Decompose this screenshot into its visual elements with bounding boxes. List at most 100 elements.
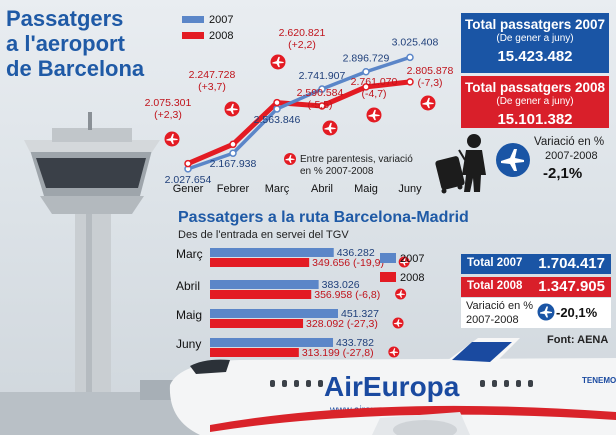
data-label-2008: 2.075.301 bbox=[145, 97, 192, 109]
bar-legend-swatch-2008 bbox=[380, 272, 396, 282]
plane-icon bbox=[270, 54, 286, 70]
point-2007 bbox=[318, 85, 326, 93]
route-variation-label: Variació en % bbox=[466, 300, 534, 312]
note-line-2: en % 2007-2008 bbox=[300, 166, 374, 177]
route-total-2007-label: Total 2007 bbox=[467, 257, 523, 269]
bar-label-2007: 433.782 bbox=[336, 337, 374, 349]
plane-icon bbox=[164, 131, 180, 147]
airline-logo-text: AirEuropa bbox=[324, 371, 460, 402]
data-label-2007: 2.167.938 bbox=[210, 158, 257, 170]
total-2007-box: Total passatgers 2007 (De gener a juny) … bbox=[461, 13, 609, 73]
note-line-1: Entre parentesis, variació bbox=[300, 154, 413, 165]
total-2007-sub: (De gener a juny) bbox=[496, 33, 574, 44]
total-2007-value: 15.423.482 bbox=[497, 48, 573, 65]
series-line-2007 bbox=[187, 55, 411, 171]
category-label: Juny bbox=[176, 337, 201, 351]
bar-plane-icon bbox=[395, 288, 407, 300]
point-2008 bbox=[229, 140, 237, 149]
change-label-2008: (+2,3) bbox=[154, 109, 182, 121]
traveler-with-suitcase-icon bbox=[435, 134, 486, 194]
plane-icon bbox=[224, 101, 240, 117]
bar-label-2008: 356.958 (-6,8) bbox=[314, 289, 380, 301]
main-title-line-2: a l'aeroport bbox=[6, 31, 125, 56]
x-tick-label: Febrer bbox=[217, 183, 250, 195]
route-plane-icon bbox=[537, 303, 555, 321]
change-label-2008: (-4,7) bbox=[361, 88, 386, 100]
route-total-2008-label: Total 2008 bbox=[467, 280, 523, 292]
route-variation-period: 2007-2008 bbox=[466, 314, 519, 326]
route-total-2008-box: Total 2008 1.347.905 bbox=[461, 277, 611, 297]
data-label-2008: 2.805.878 bbox=[407, 65, 454, 77]
category-label: Març bbox=[176, 247, 203, 261]
data-label-2008: 2.590.584 bbox=[297, 87, 344, 99]
source-label: Font: AENA bbox=[547, 334, 609, 346]
total-2007-label: Total passatgers 2007 bbox=[464, 17, 606, 32]
bar-plane-icon bbox=[398, 256, 410, 268]
data-label-2007: 3.025.408 bbox=[392, 36, 439, 48]
route-chart-subtitle: Des de l'entrada en servei del TGV bbox=[178, 229, 349, 241]
variation-value: -2,1% bbox=[543, 165, 583, 182]
data-label-2007: 2.896.729 bbox=[343, 53, 390, 65]
plane-icon bbox=[322, 120, 338, 136]
point-2008 bbox=[406, 78, 414, 86]
x-tick-label: Maig bbox=[354, 183, 378, 195]
legend-label-2008: 2008 bbox=[209, 30, 233, 42]
bar-label-2007: 436.282 bbox=[337, 247, 375, 259]
bar-label-2007: 383.026 bbox=[322, 279, 360, 291]
series-line-2008 bbox=[187, 79, 411, 166]
bar-plane-icon bbox=[392, 317, 404, 329]
bar-label-2008: 328.092 (-27,3) bbox=[306, 318, 378, 330]
bar-2008 bbox=[210, 258, 310, 267]
bar-plane-icon bbox=[388, 346, 400, 358]
variation-label: Variació en % bbox=[534, 136, 605, 148]
airline-slogan: TENEMOS LO C bbox=[582, 376, 616, 385]
legend-label-2007: 2007 bbox=[209, 14, 233, 26]
plane-icon bbox=[366, 107, 382, 123]
point-2007 bbox=[229, 149, 237, 157]
main-title-line-3: de Barcelona bbox=[6, 56, 145, 81]
data-label-2008: 2.761.070 bbox=[351, 76, 398, 88]
total-2008-box: Total passatgers 2008 (De gener a juny) … bbox=[461, 76, 609, 128]
x-tick-label: Abril bbox=[311, 183, 333, 195]
point-2008 bbox=[318, 102, 326, 110]
point-2008 bbox=[184, 159, 192, 168]
legend-swatch-2008 bbox=[182, 32, 204, 39]
bar-2007 bbox=[210, 248, 334, 257]
bar-label-2007: 451.327 bbox=[341, 308, 379, 320]
change-label-2008: (+3,7) bbox=[198, 81, 226, 93]
route-variation-box bbox=[461, 298, 611, 328]
bar-2008 bbox=[210, 319, 304, 328]
data-label-2008: 2.620.821 bbox=[279, 27, 326, 39]
note-plane-icon bbox=[284, 153, 296, 165]
total-2008-sub: (De gener a juny) bbox=[496, 96, 574, 107]
x-tick-label: Juny bbox=[398, 183, 422, 195]
plane-icon bbox=[496, 143, 530, 177]
total-2008-label: Total passatgers 2008 bbox=[464, 80, 606, 95]
variation-period: 2007-2008 bbox=[545, 150, 598, 162]
data-label-2007: 2.741.907 bbox=[299, 70, 346, 82]
route-chart-title: Passatgers a la ruta Barcelona-Madrid bbox=[178, 209, 469, 226]
route-variation-value: -20,1% bbox=[556, 305, 598, 320]
plane-icon bbox=[420, 95, 436, 111]
bar-2007 bbox=[210, 309, 338, 318]
total-2008-value: 15.101.382 bbox=[497, 111, 573, 128]
bar-2008 bbox=[210, 348, 299, 357]
main-title: Passatgers a l'aeroport de Barcelona bbox=[6, 6, 166, 81]
change-label-2008: (+2,2) bbox=[288, 39, 316, 51]
bar-label-2008: 349.656 (-19,9) bbox=[312, 257, 384, 269]
point-2007 bbox=[406, 53, 414, 62]
category-label: Abril bbox=[176, 279, 200, 293]
data-label-2007: 2.563.846 bbox=[254, 114, 301, 126]
main-title-line-1: Passatgers bbox=[6, 6, 124, 31]
point-2007 bbox=[362, 67, 370, 76]
change-label-2008: (-5,5) bbox=[307, 99, 332, 111]
x-tick-label: Gener bbox=[173, 183, 204, 195]
bar-label-2008: 313.199 (-27,8) bbox=[302, 347, 374, 359]
bar-2007 bbox=[210, 280, 319, 289]
data-label-2007: 2.027.654 bbox=[165, 174, 212, 186]
change-label-2008: (-7,3) bbox=[417, 77, 442, 89]
bar-legend-swatch-2007 bbox=[380, 253, 396, 263]
